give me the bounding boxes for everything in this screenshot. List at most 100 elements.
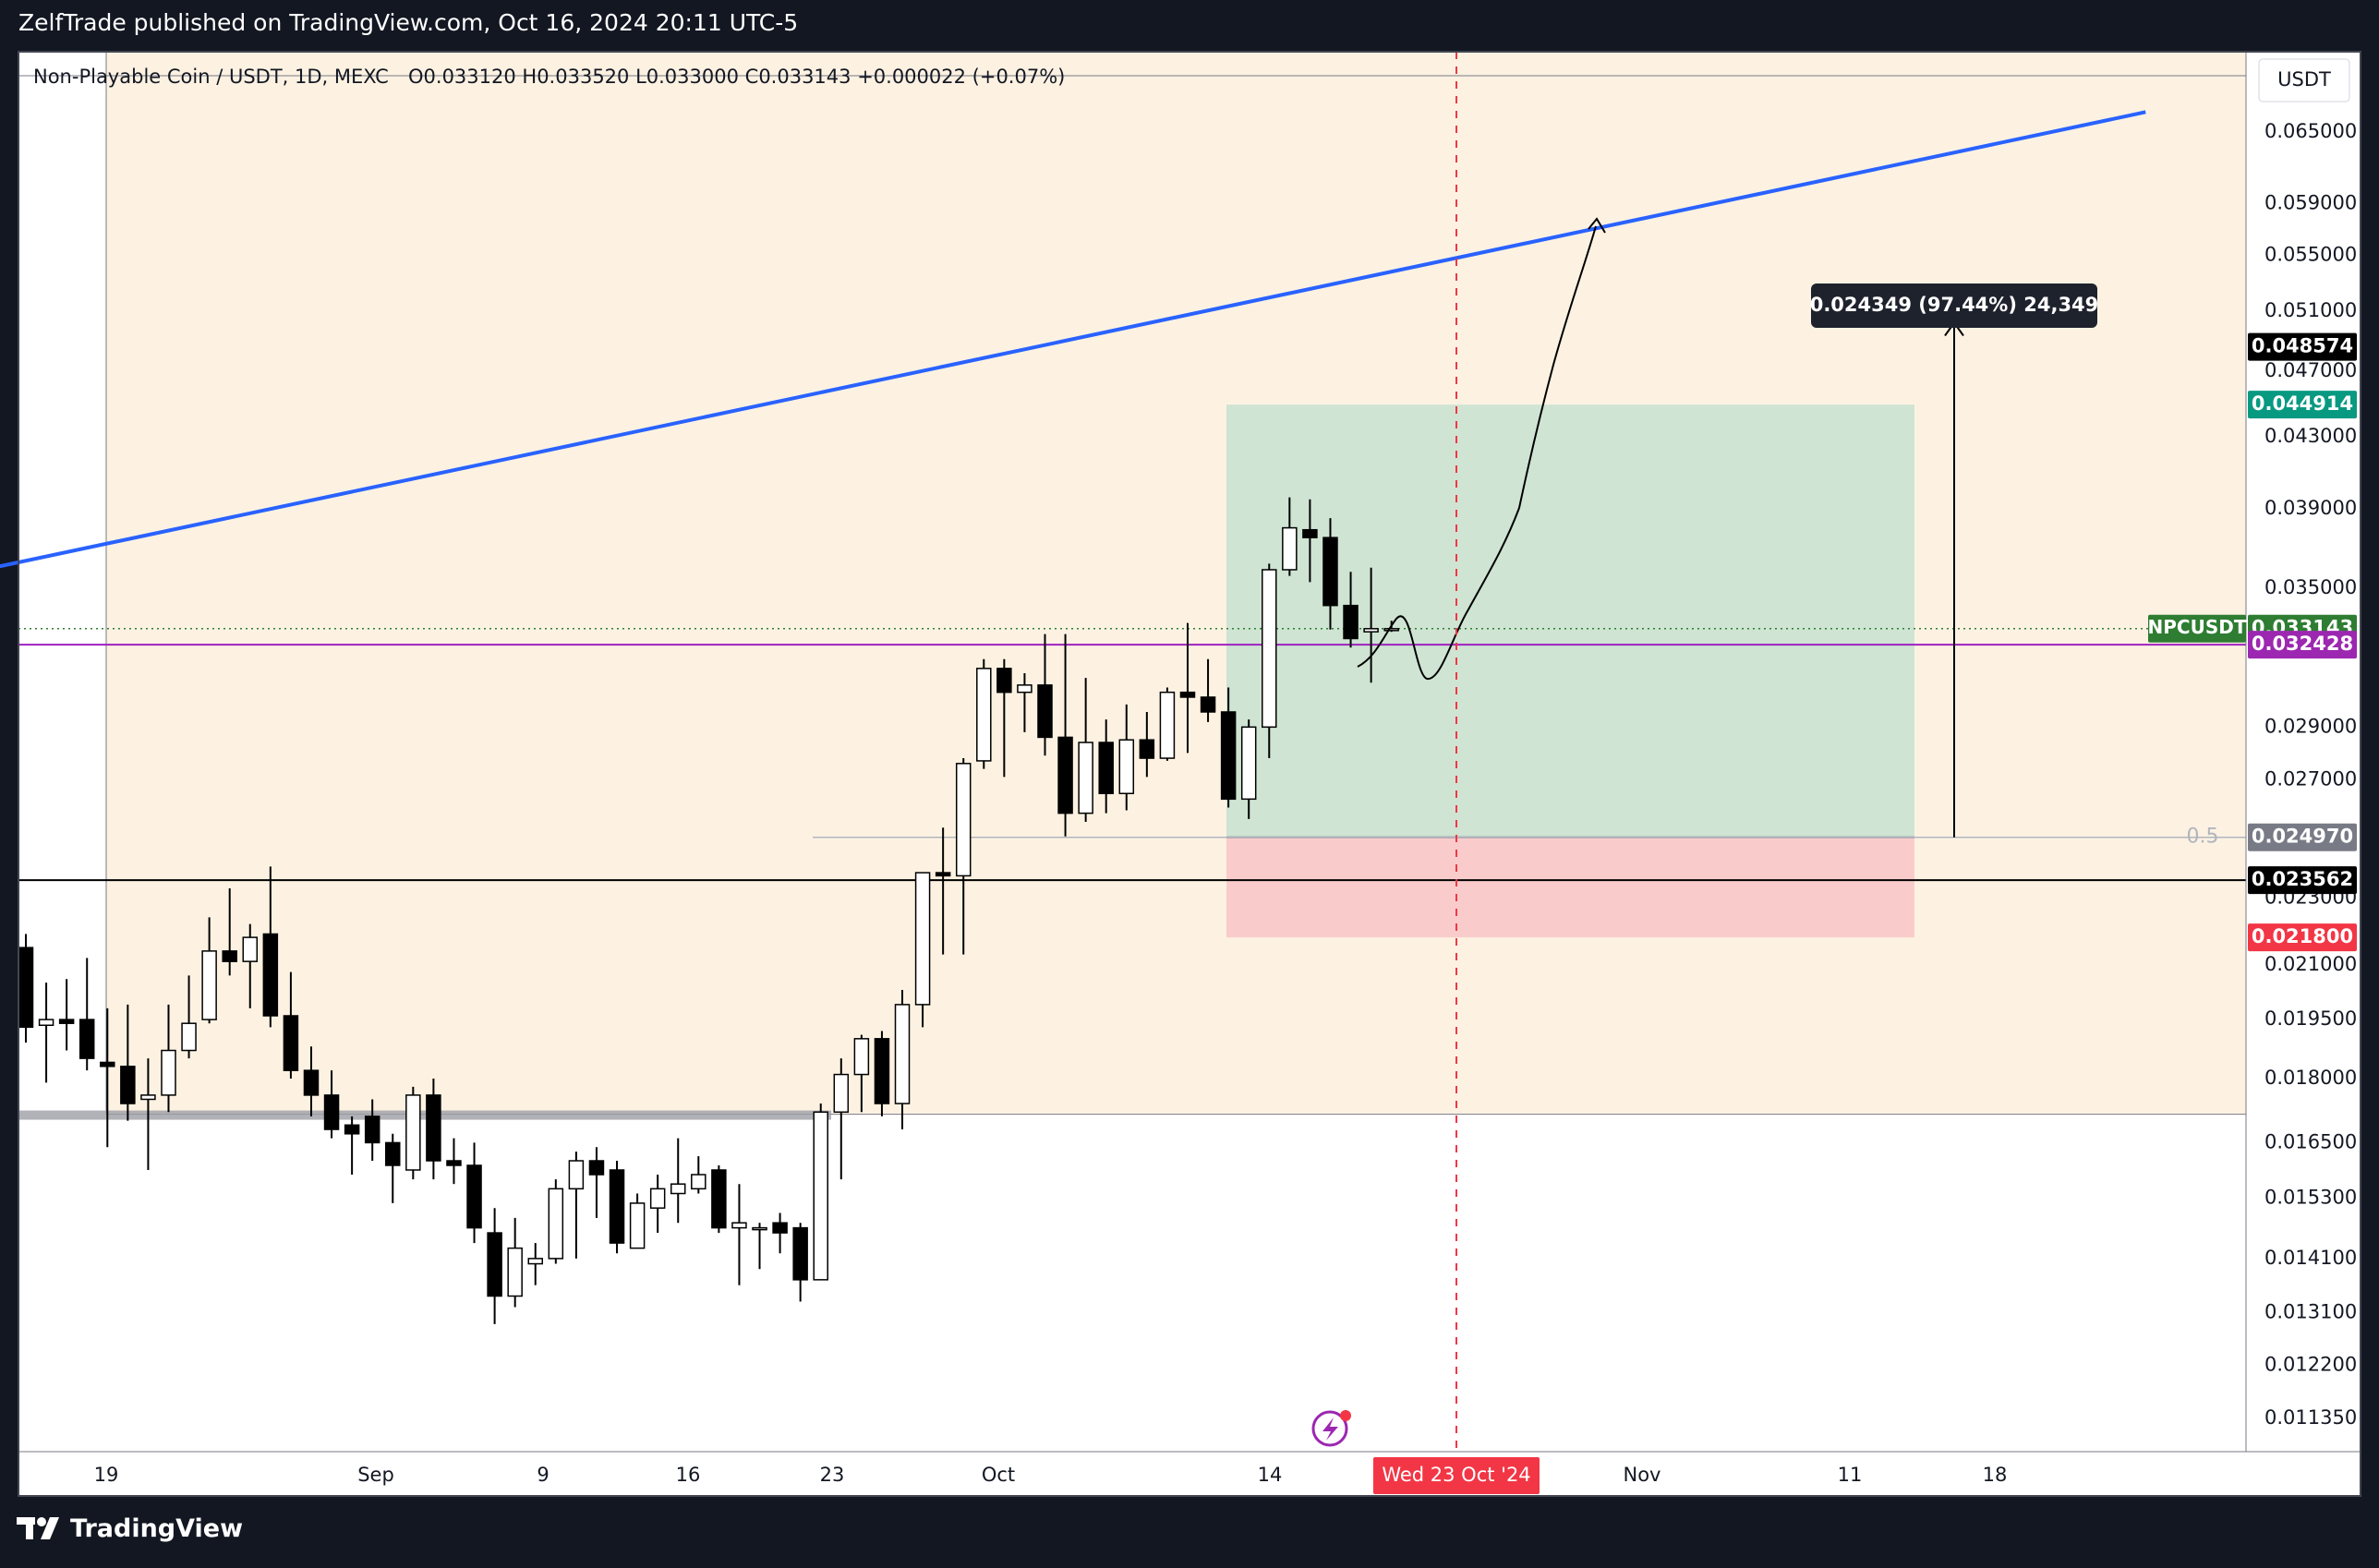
lightning-icon[interactable] <box>1311 1410 1351 1447</box>
candle[interactable] <box>1017 684 1033 694</box>
candle[interactable] <box>649 1188 666 1209</box>
trendline[interactable] <box>0 110 2146 578</box>
candle[interactable] <box>1363 628 1379 633</box>
candle[interactable] <box>181 1022 197 1052</box>
candle[interactable] <box>38 1019 54 1027</box>
cursor-date-badge[interactable]: Wed 23 Oct '24 <box>1373 1457 1540 1494</box>
candle[interactable] <box>935 872 951 877</box>
candle[interactable] <box>548 1188 564 1260</box>
candle[interactable] <box>629 1202 646 1249</box>
candle[interactable] <box>955 763 972 877</box>
measure-label-text: 0.024349 (97.44%) 24,349 <box>1810 294 2099 316</box>
measure-label[interactable]: 0.024349 (97.44%) 24,349 <box>1810 283 2099 328</box>
candle[interactable] <box>813 1111 828 1281</box>
price-axis[interactable] <box>2246 52 2361 1452</box>
candle[interactable] <box>976 668 992 762</box>
candle[interactable] <box>1159 691 1176 759</box>
take-profit-badge[interactable]: 0.044914 <box>2248 391 2357 419</box>
candle[interactable] <box>222 950 237 962</box>
loss-zone[interactable] <box>1226 837 1914 938</box>
candle[interactable] <box>1262 569 1277 729</box>
candle[interactable] <box>752 1226 767 1231</box>
candle[interactable] <box>1200 696 1216 713</box>
range-zone[interactable] <box>106 52 2246 1115</box>
candle[interactable] <box>792 1226 808 1281</box>
candle[interactable] <box>1282 526 1298 571</box>
candle[interactable] <box>1302 528 1318 538</box>
candle[interactable] <box>1037 684 1053 739</box>
candle[interactable] <box>466 1164 482 1229</box>
candle[interactable] <box>262 933 279 1017</box>
candle[interactable] <box>100 1061 115 1067</box>
candle[interactable] <box>364 1116 380 1144</box>
candle[interactable] <box>894 1004 911 1104</box>
candle[interactable] <box>201 950 217 1020</box>
candle[interactable] <box>161 1049 176 1096</box>
candle[interactable] <box>853 1038 870 1076</box>
candle[interactable] <box>1118 739 1135 795</box>
entry-price-badge[interactable]: 0.024970 <box>2248 823 2357 851</box>
symbol-tag[interactable]: NPCUSDT <box>2148 614 2247 643</box>
candle[interactable] <box>242 936 259 962</box>
candle[interactable] <box>1078 742 1093 814</box>
candle[interactable] <box>527 1258 543 1265</box>
candle[interactable] <box>283 1015 299 1071</box>
candle[interactable] <box>58 1019 75 1024</box>
profit-zone[interactable] <box>1226 404 1914 838</box>
price-chart[interactable]: 0.5 0.024349 (97.44%) 24,349 Non-Playable … <box>0 0 2379 1503</box>
candle[interactable] <box>711 1169 727 1229</box>
stop-loss-badge[interactable]: 0.021800 <box>2248 923 2357 952</box>
time-tick-label: 11 <box>1838 1464 1863 1486</box>
candle[interactable] <box>1179 691 1196 698</box>
candle[interactable] <box>1098 742 1114 795</box>
candle[interactable] <box>1139 739 1155 759</box>
candle[interactable] <box>609 1169 625 1244</box>
candle[interactable] <box>588 1160 605 1176</box>
candle[interactable] <box>874 1038 890 1104</box>
trendline-price-badge[interactable]: 0.048574 <box>2248 332 2357 361</box>
cursor-date-text: Wed 23 Oct '24 <box>1382 1464 1530 1486</box>
candle[interactable] <box>1220 711 1237 801</box>
projection-path[interactable] <box>1357 225 1597 681</box>
footer-bar <box>0 1503 2379 1568</box>
candle[interactable] <box>303 1069 320 1096</box>
time-axis[interactable] <box>18 1452 2361 1496</box>
candle[interactable] <box>1057 736 1073 814</box>
candle[interactable] <box>1322 537 1338 607</box>
candle[interactable] <box>772 1222 788 1234</box>
candle[interactable] <box>426 1094 441 1162</box>
candle[interactable] <box>78 1019 95 1059</box>
support-band <box>18 1110 831 1120</box>
candle[interactable] <box>385 1141 401 1166</box>
candle[interactable] <box>914 872 931 1006</box>
price-tick-label: 0.013100 <box>2264 1301 2357 1323</box>
candle[interactable] <box>1383 628 1399 632</box>
horizontal-price-badge[interactable]: 0.023562 <box>2248 866 2357 895</box>
candle[interactable] <box>405 1094 421 1171</box>
candle[interactable] <box>507 1247 523 1297</box>
candle[interactable] <box>487 1232 502 1297</box>
candle[interactable] <box>731 1222 747 1229</box>
candle[interactable] <box>344 1124 360 1135</box>
candle[interactable] <box>120 1066 136 1104</box>
time-tick-label: 16 <box>676 1464 701 1486</box>
legend-ohlc: O0.033120 H0.033520 L0.033000 C0.033143 … <box>408 66 1065 88</box>
tradingview-brand[interactable]: TradingView <box>17 1514 243 1543</box>
candle[interactable] <box>323 1094 340 1130</box>
candle[interactable] <box>996 668 1012 694</box>
candle[interactable] <box>833 1073 850 1114</box>
currency-button-frame[interactable] <box>2258 58 2350 103</box>
candle[interactable] <box>568 1160 585 1190</box>
stop-loss-badge-text: 0.021800 <box>2252 925 2353 947</box>
candle[interactable] <box>140 1094 156 1101</box>
candle[interactable] <box>18 947 34 1029</box>
candle[interactable] <box>1240 726 1257 801</box>
measure-label-bg <box>1811 283 2097 328</box>
candle[interactable] <box>670 1183 686 1195</box>
candle[interactable] <box>446 1160 462 1166</box>
candle[interactable] <box>691 1174 706 1190</box>
publisher-line: ZelfTrade published on TradingView.com, … <box>18 9 799 36</box>
currency-button[interactable]: USDT <box>2258 58 2350 103</box>
support-price-badge[interactable]: 0.032428 <box>2248 631 2357 659</box>
candle[interactable] <box>1343 604 1359 640</box>
